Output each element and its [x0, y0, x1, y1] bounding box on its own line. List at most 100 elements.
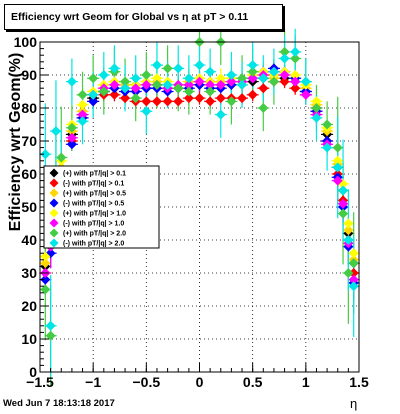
data-point — [130, 83, 141, 94]
legend-marker — [49, 238, 59, 248]
data-point — [279, 53, 290, 64]
data-point — [247, 66, 258, 77]
data-point — [56, 152, 67, 163]
legend-entry: (+) with pT/|q| > 0.1 — [63, 171, 126, 178]
data-point — [88, 73, 99, 84]
data-point — [343, 218, 354, 229]
data-point — [45, 248, 56, 259]
data-point — [247, 89, 258, 100]
y-tick-label: 20 — [21, 298, 37, 314]
chart-title: Efficiency wrt Geom for Global vs η at p… — [11, 11, 249, 23]
data-point — [183, 79, 194, 90]
y-axis-label: Efficiency wrt Geom(%) — [7, 52, 24, 232]
data-point — [141, 96, 152, 107]
data-point — [194, 93, 205, 104]
data-point — [258, 103, 269, 113]
data-point — [215, 79, 226, 90]
data-point — [348, 258, 359, 269]
data-point — [348, 248, 359, 259]
data-point — [343, 225, 354, 236]
data-point — [290, 83, 301, 94]
data-point — [343, 268, 354, 278]
y-tick-label: 0 — [29, 364, 37, 380]
data-point — [300, 89, 311, 100]
data-point — [237, 93, 248, 104]
data-point — [215, 109, 226, 120]
data-point — [290, 53, 301, 64]
data-point — [348, 281, 359, 292]
data-point — [77, 89, 88, 100]
data-point — [151, 96, 162, 107]
data-point — [194, 60, 205, 71]
data-point — [141, 79, 152, 90]
data-point — [268, 76, 279, 87]
data-point — [332, 142, 343, 153]
data-point — [130, 93, 141, 104]
data-point — [247, 60, 258, 71]
data-point — [45, 320, 56, 331]
data-point — [215, 73, 226, 84]
data-point — [332, 162, 343, 173]
data-point — [88, 89, 99, 100]
data-point — [205, 86, 216, 97]
legend-entry: (+) with pT/|q| > 1.0 — [63, 211, 126, 218]
x-tick-label: −0.5 — [133, 374, 161, 390]
legend-marker — [49, 218, 59, 228]
data-point — [311, 96, 322, 107]
data-point — [120, 76, 131, 87]
data-point — [290, 76, 301, 87]
data-point — [162, 79, 173, 90]
data-point — [279, 76, 290, 87]
data-point — [151, 73, 162, 84]
data-point — [50, 126, 61, 137]
data-point — [120, 93, 131, 104]
data-point — [173, 96, 184, 107]
data-point — [66, 76, 77, 87]
data-point — [141, 106, 152, 117]
data-point — [338, 185, 349, 196]
data-point — [173, 63, 184, 74]
data-point — [290, 70, 301, 80]
data-point — [130, 73, 141, 84]
y-tick-label: 90 — [21, 67, 37, 83]
y-tick-label: 40 — [21, 232, 37, 248]
y-tick-label: 10 — [21, 331, 37, 347]
data-point — [226, 96, 237, 107]
axis-ticks: −1.5 −1 −0.5 0 0.5 1 1.5 0 10 20 30 40 50 60 70 80 90 100 — [14, 34, 369, 390]
x-tick-label: 1.5 — [349, 374, 369, 390]
data-point — [226, 76, 237, 87]
x-tick-label: −1.5 — [26, 374, 54, 390]
data-point — [66, 122, 77, 133]
x-tick-label: 1 — [302, 374, 310, 390]
y-tick-label: 60 — [21, 166, 37, 182]
data-point — [322, 119, 333, 130]
data-point — [88, 96, 99, 107]
data-point — [237, 73, 248, 84]
x-axis-label: η — [350, 396, 358, 411]
data-point — [66, 132, 77, 143]
data-point — [109, 79, 120, 90]
data-point — [279, 46, 290, 57]
data-point — [40, 258, 51, 269]
legend-entry: (-) with pT/|q| > 1.0 — [63, 221, 124, 228]
data-point — [66, 139, 77, 150]
data-point — [332, 155, 343, 166]
legend-entry: (+) with pT/|q| > 0.5 — [63, 191, 126, 198]
legend: (+) with pT/|q| > 0.1 (-) with pT/|q| > 0… — [43, 165, 160, 249]
y-tick-label: 70 — [21, 133, 37, 149]
data-point — [40, 251, 51, 262]
data-point — [183, 86, 194, 97]
legend-entry: (-) with pT/|q| > 2.0 — [63, 241, 124, 248]
data-point — [162, 63, 173, 74]
x-tick-label: 0.5 — [243, 374, 263, 390]
data-point — [311, 103, 322, 113]
data-point — [226, 70, 237, 80]
data-point — [279, 70, 290, 80]
data-point — [348, 268, 359, 278]
data-point — [311, 112, 322, 123]
data-point — [183, 73, 194, 84]
data-point — [141, 70, 152, 80]
data-point — [215, 93, 226, 104]
data-point — [109, 63, 120, 74]
